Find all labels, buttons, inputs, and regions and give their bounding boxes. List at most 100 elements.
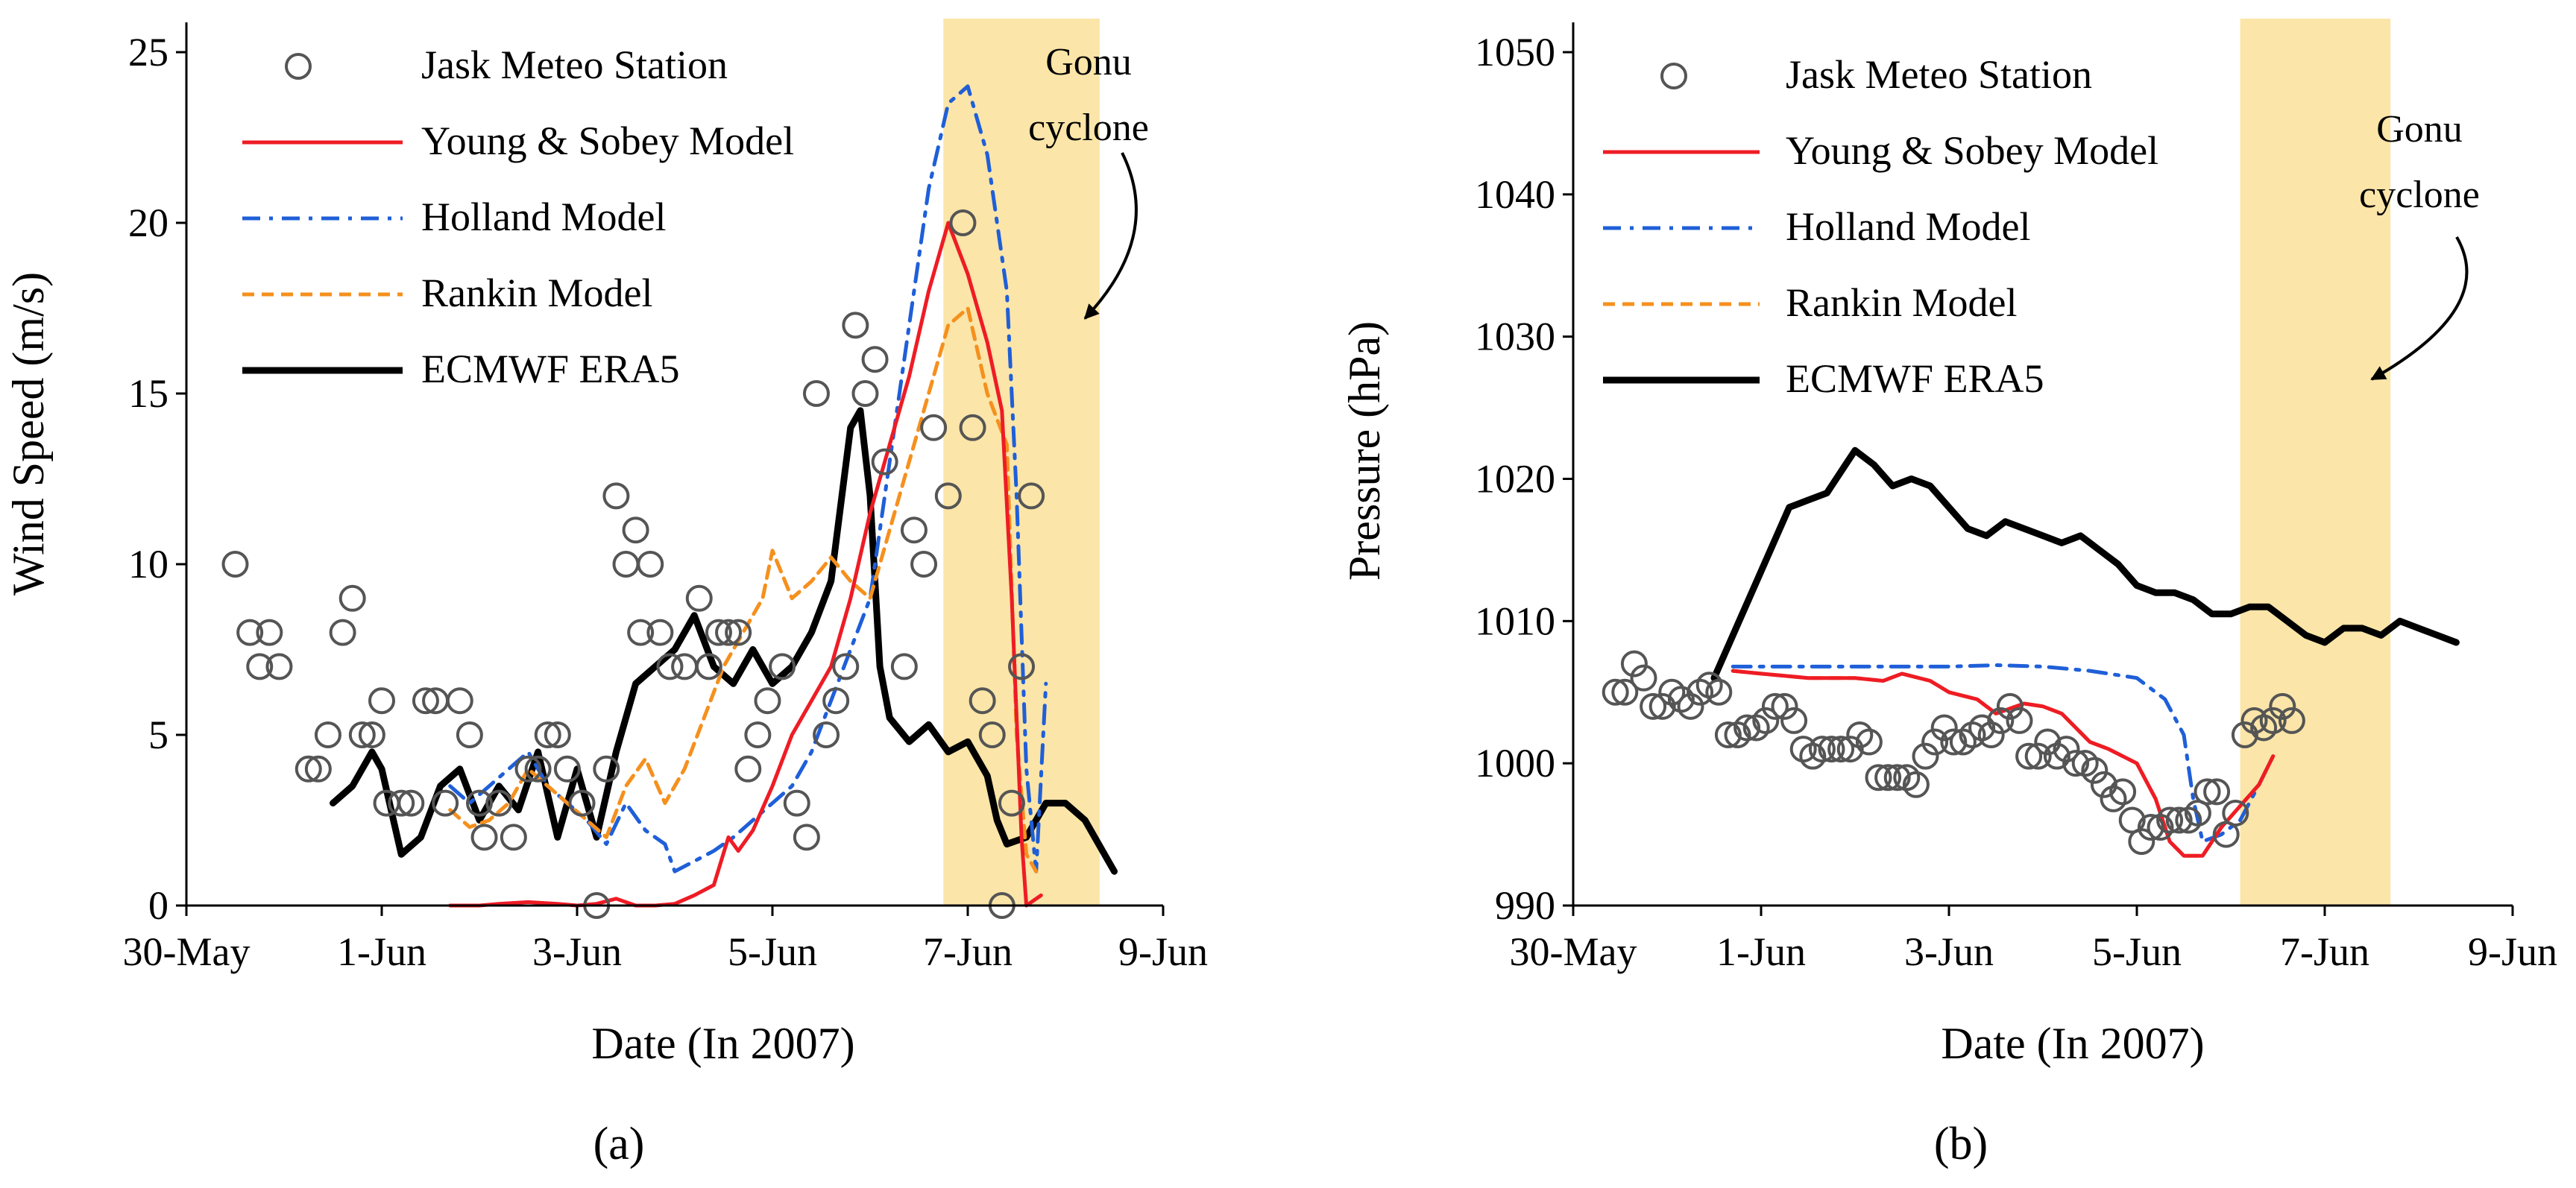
panel-a-xlabel: Date (In 2007) [591, 1019, 854, 1068]
data-point [715, 619, 743, 646]
data-point [221, 551, 249, 578]
data-point [2222, 799, 2249, 827]
data-point [832, 653, 860, 680]
data-point [2034, 728, 2062, 756]
x-tick-label: 3-Jun [532, 929, 622, 974]
data-point [368, 687, 395, 715]
x-tick-label: 7-Jun [923, 929, 1013, 974]
data-point [646, 619, 674, 646]
panel-a-series-ecmwf-era5 [330, 407, 1118, 875]
data-point [1771, 692, 1798, 720]
data-point [568, 789, 596, 817]
data-point [358, 721, 385, 748]
x-tick-label: 9-Jun [1118, 929, 1208, 974]
data-point [470, 824, 498, 851]
data-point [1620, 650, 1648, 677]
data-point [432, 789, 459, 817]
data-point [612, 551, 640, 578]
data-point [2137, 814, 2164, 841]
legend-label: Holland Model [421, 195, 666, 239]
data-point [2090, 771, 2117, 798]
data-point [959, 414, 986, 441]
legend-item: Holland Model [242, 195, 666, 239]
panel-b-series-jask-meteo-station [1602, 650, 2305, 856]
legend-label: Young & Sobey Model [1786, 128, 2158, 173]
panel-a-legend: Jask Meteo Station Young & Sobey Model Hol… [242, 42, 794, 391]
data-point [1677, 692, 1704, 720]
data-point [842, 312, 869, 339]
data-point [1640, 692, 1667, 720]
data-point [534, 721, 561, 748]
data-point [783, 789, 810, 817]
panel-b-annotation: Gonu cyclone [2359, 108, 2480, 381]
data-point [754, 687, 781, 715]
x-tick-label: 1-Jun [1716, 929, 1806, 974]
x-tick-label: 30-May [123, 929, 251, 974]
annotation-arrow [2370, 236, 2469, 381]
panel-a-series-jask-meteo-station [221, 209, 1045, 919]
data-point [314, 721, 341, 748]
data-point [802, 380, 830, 407]
data-point [1808, 736, 1836, 763]
data-point [1827, 736, 1855, 763]
data-point [998, 789, 1025, 817]
panel-b-ylabel: Pressure (hPa) [1340, 321, 1389, 581]
data-point [769, 653, 796, 680]
data-point [329, 619, 356, 646]
data-point [734, 755, 762, 783]
legend-item: ECMWF ERA5 [1603, 356, 2044, 401]
data-point [1921, 728, 1949, 756]
data-point [2015, 742, 2043, 770]
data-point [2231, 721, 2258, 748]
data-point [388, 789, 415, 817]
y-tick-label: 0 [148, 883, 169, 928]
legend-marker [1660, 63, 1687, 89]
legend-item: Young & Sobey Model [242, 119, 794, 163]
data-point [1912, 742, 1939, 770]
data-point [524, 755, 552, 783]
data-point [1987, 707, 2015, 734]
data-point [637, 551, 664, 578]
data-point [725, 619, 752, 646]
annotation-text: cyclone [2359, 174, 2480, 216]
data-point [295, 755, 322, 783]
data-point [1977, 721, 2005, 748]
data-point [2081, 756, 2109, 784]
y-tick-label: 1020 [1475, 457, 1555, 502]
data-point [1733, 714, 1761, 742]
data-point [1611, 678, 1639, 706]
data-point [1761, 692, 1789, 720]
y-tick-label: 1050 [1475, 30, 1555, 75]
data-point [1714, 721, 1742, 748]
data-point [978, 721, 1006, 748]
panel-a-wind-speed-chart: 0 5 10 15 20 25 30-May 1-Jun 3-Jun 5-Jun 7-Jun 9-Ju… [4, 19, 1208, 1169]
data-point [466, 789, 493, 817]
data-point [456, 721, 483, 748]
legend-item: Jask Meteo Station [285, 42, 728, 87]
y-tick-label: 1010 [1475, 598, 1555, 643]
data-point [705, 619, 732, 646]
x-tick-label: 9-Jun [2468, 929, 2557, 974]
data-point [793, 824, 820, 851]
data-point [265, 653, 293, 680]
annotation-text: Gonu [1045, 41, 1132, 83]
data-point [1883, 764, 1911, 792]
data-point [822, 687, 850, 715]
data-point [500, 824, 527, 851]
panel-a-ylabel: Wind Speed (m/s) [4, 272, 53, 595]
data-point [412, 687, 439, 715]
data-point [2024, 742, 2052, 770]
data-point [2278, 707, 2305, 734]
data-point [656, 653, 684, 680]
data-point [1930, 714, 1958, 742]
panel-b-series-ecmwf-era5 [1710, 446, 2460, 682]
y-tick-label: 1030 [1475, 315, 1555, 359]
data-point [622, 516, 649, 544]
data-point [2259, 707, 2287, 734]
data-point [671, 653, 699, 680]
legend-item: Holland Model [1603, 204, 2030, 249]
legend-label: Rankin Model [1786, 280, 2017, 325]
data-point [2165, 806, 2193, 834]
data-point [969, 687, 996, 715]
data-point [1818, 736, 1845, 763]
